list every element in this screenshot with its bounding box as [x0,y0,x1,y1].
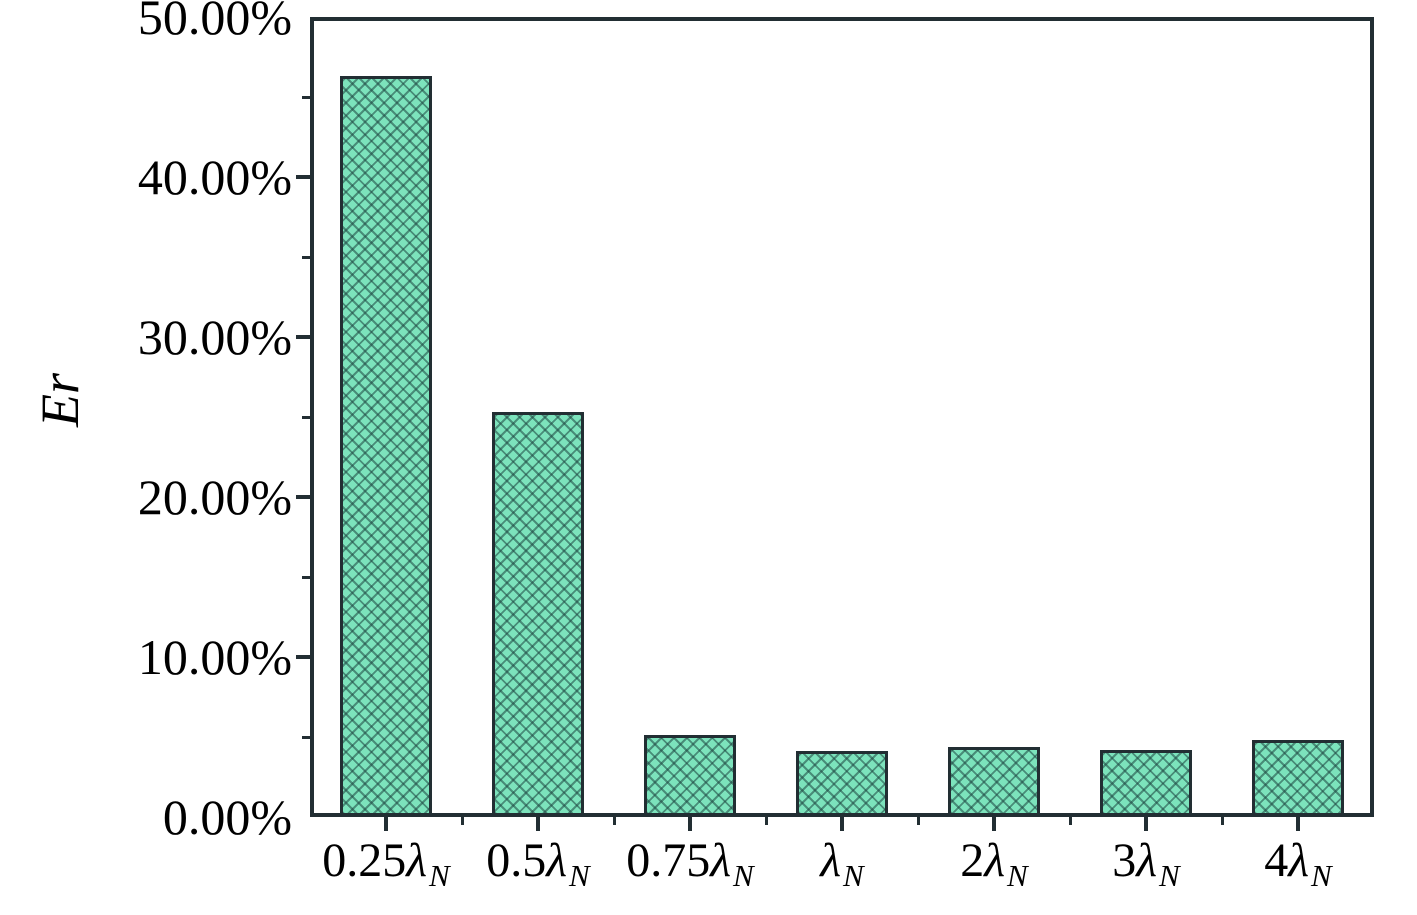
x-tick-label-symbol: λ [406,834,428,887]
x-tick-label-prefix: 3 [1112,834,1137,887]
x-tick-label-subscript: N [1311,858,1332,893]
y-minor-tick [302,255,310,259]
x-tick-label-symbol: λ [1288,834,1310,887]
x-tick-label-symbol: λ [1136,834,1158,887]
x-minor-tick [1068,817,1072,825]
y-axis-title: Er [30,373,90,427]
bar [340,76,432,817]
x-tick-label: λN [722,833,962,894]
y-major-tick [296,655,310,659]
y-minor-tick [302,95,310,99]
x-tick-label: 2λN [874,833,1114,894]
x-tick-label-symbol: λ [710,834,732,887]
y-minor-tick [302,735,310,739]
x-tick-label-prefix: 0.5 [486,834,547,887]
x-major-tick [840,817,844,831]
x-tick-label-subscript: N [1007,858,1028,893]
x-tick-label-prefix: 0.25 [322,834,407,887]
plot-border [310,17,1374,817]
x-tick-label-prefix: 0.75 [626,834,711,887]
bar [644,735,736,817]
x-major-tick [1296,817,1300,831]
x-minor-tick [916,817,920,825]
y-tick-label: 0.00% [162,789,292,845]
x-major-tick [688,817,692,831]
x-tick-label-prefix: 2 [960,834,985,887]
x-major-tick [1144,817,1148,831]
y-tick-label: 40.00% [137,149,292,205]
x-tick-label: 4λN [1178,833,1417,894]
bar [796,751,888,817]
x-tick-label-subscript: N [1159,858,1180,893]
y-tick-label: 30.00% [137,309,292,365]
x-minor-tick [612,817,616,825]
x-tick-label-subscript: N [569,858,590,893]
y-tick-label: 20.00% [137,469,292,525]
x-tick-label-symbol: λ [984,834,1006,887]
bar [492,412,584,817]
y-tick-label: 50.00% [137,0,292,45]
x-major-tick [992,817,996,831]
x-tick-label: 0.75λN [570,833,810,894]
x-tick-label-symbol: λ [820,834,842,887]
x-tick-label-symbol: λ [546,834,568,887]
x-major-tick [384,817,388,831]
x-major-tick [536,817,540,831]
y-minor-tick [302,415,310,419]
y-major-tick [296,335,310,339]
x-minor-tick [460,817,464,825]
x-tick-label-prefix: 4 [1264,834,1289,887]
x-minor-tick [764,817,768,825]
y-tick-label: 10.00% [137,629,292,685]
x-tick-label-subscript: N [429,858,450,893]
bar [948,746,1040,817]
y-major-tick [296,175,310,179]
x-tick-label: 0.25λN [266,833,506,894]
bar [1252,740,1344,817]
y-minor-tick [302,575,310,579]
x-tick-label: 0.5λN [418,833,658,894]
x-tick-label-subscript: N [733,858,754,893]
y-major-tick [296,495,310,499]
x-tick-label-subscript: N [843,858,864,893]
x-tick-label: 3λN [1026,833,1266,894]
x-minor-tick [1220,817,1224,825]
